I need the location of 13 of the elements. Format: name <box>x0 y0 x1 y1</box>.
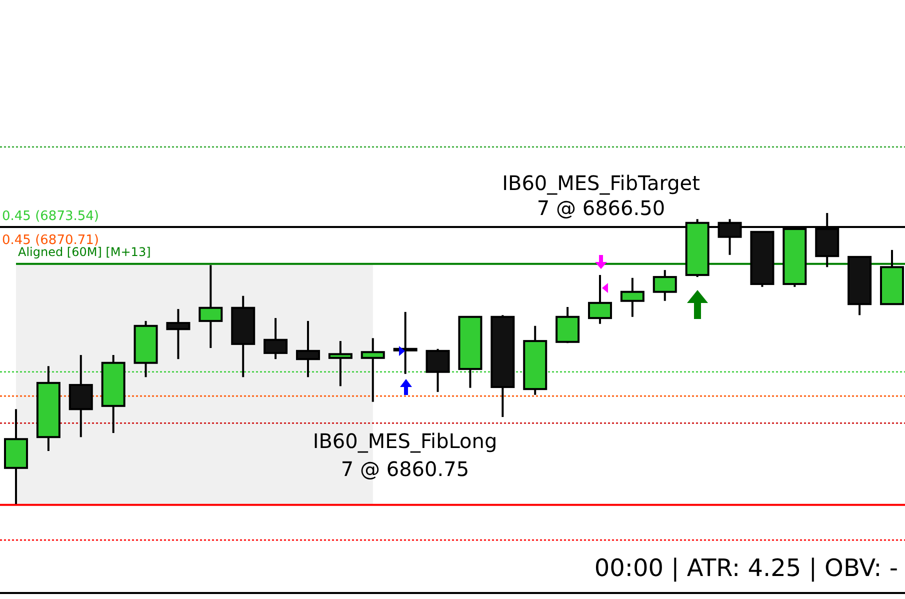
candlestick <box>264 317 288 360</box>
annotation: 0.45 (6873.54) <box>2 209 99 224</box>
candlestick <box>166 308 190 360</box>
candlestick <box>296 320 320 378</box>
candlestick <box>620 276 644 318</box>
candlestick <box>588 274 612 325</box>
candlestick <box>426 348 450 393</box>
text: 00:00 | ATR: 4.25 | OBV: - <box>594 554 898 582</box>
annotation: IB60_MES_FibTarget 7 @ 6866.50 <box>502 171 700 220</box>
candlestick <box>652 269 677 302</box>
annotation: IB60_MES_FibLong 7 @ 6860.75 <box>312 429 498 481</box>
candlestick <box>360 337 385 403</box>
candlestick <box>198 264 223 350</box>
